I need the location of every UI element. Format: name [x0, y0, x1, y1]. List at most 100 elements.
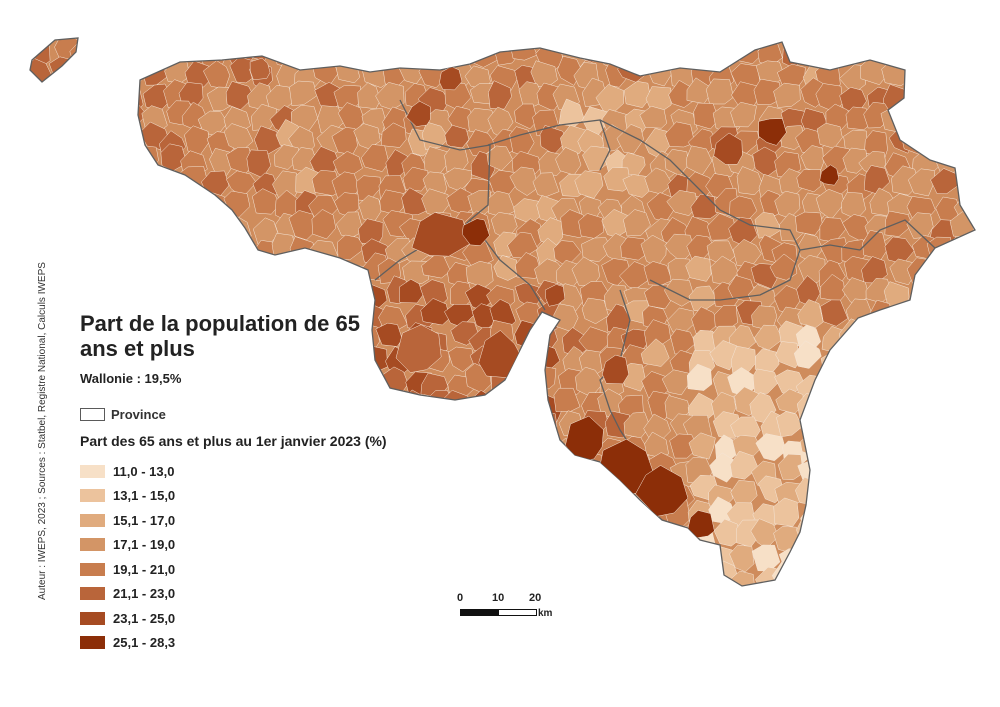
commune-polygon: [664, 278, 695, 307]
commune-polygon: [469, 430, 501, 458]
commune-polygon: [859, 499, 889, 530]
commune-polygon: [929, 516, 959, 545]
commune-polygon: [945, 349, 975, 377]
commune-polygon: [862, 324, 890, 353]
commune-polygon: [289, 38, 318, 63]
commune-polygon: [249, 57, 271, 81]
commune-polygon: [601, 12, 627, 37]
region-average: Wallonie : 19,5%: [80, 371, 182, 386]
commune-polygon: [797, 299, 824, 328]
commune-polygon: [685, 255, 712, 282]
commune-polygon: [845, 547, 874, 577]
commune-polygon: [255, 282, 280, 310]
commune-polygon: [752, 368, 779, 395]
commune-polygon: [186, 522, 217, 548]
commune-polygon: [842, 38, 868, 62]
commune-polygon: [601, 572, 628, 586]
commune-polygon: [883, 320, 912, 348]
commune-polygon: [250, 565, 277, 586]
commune-polygon: [311, 209, 337, 240]
legend-item: 21,1 - 23,0: [80, 582, 175, 607]
commune-polygon: [383, 545, 413, 573]
legend-item: 25,1 - 28,3: [80, 631, 175, 656]
commune-polygon: [686, 560, 717, 586]
commune-polygon: [889, 550, 916, 577]
commune-polygon: [907, 66, 936, 90]
commune-polygon: [30, 433, 37, 461]
commune-polygon: [888, 38, 912, 44]
commune-polygon: [974, 523, 975, 551]
commune-polygon: [820, 368, 852, 400]
commune-polygon: [904, 383, 935, 412]
commune-polygon: [249, 394, 281, 419]
commune-polygon: [885, 309, 914, 335]
commune-polygon: [488, 80, 512, 110]
commune-polygon: [274, 543, 303, 569]
commune-polygon: [974, 392, 975, 419]
commune-polygon: [404, 431, 430, 461]
commune-polygon: [30, 564, 35, 586]
commune-polygon: [50, 38, 83, 41]
commune-polygon: [46, 166, 72, 195]
commune-polygon: [334, 406, 365, 436]
commune-polygon: [950, 368, 975, 393]
commune-polygon: [184, 498, 213, 524]
commune-polygon: [841, 342, 868, 372]
commune-polygon: [75, 208, 105, 238]
commune-polygon: [30, 215, 35, 247]
commune-polygon: [90, 60, 119, 91]
legend-swatch: [80, 489, 105, 503]
legend-label: 25,1 - 28,3: [113, 635, 176, 651]
commune-polygon: [979, 302, 1000, 330]
commune-polygon: [645, 540, 674, 569]
legend-label: 21,1 - 23,0: [113, 586, 176, 602]
commune-polygon: [803, 412, 829, 440]
commune-polygon: [100, 252, 126, 279]
commune-polygon: [49, 308, 79, 335]
commune-polygon: [545, 284, 566, 307]
commune-polygon: [880, 480, 909, 506]
commune-polygon: [512, 395, 541, 422]
commune-polygon: [265, 279, 295, 303]
commune-polygon: [816, 458, 845, 484]
commune-polygon: [137, 240, 165, 267]
commune-polygon: [208, 499, 237, 526]
commune-polygon: [695, 38, 720, 40]
commune-polygon: [197, 459, 226, 487]
scale-segment-light: [498, 609, 537, 616]
commune-polygon: [401, 40, 431, 70]
commune-polygon: [201, 542, 229, 570]
commune-polygon: [381, 565, 408, 586]
commune-polygon: [425, 500, 453, 528]
scale-label: 0: [457, 592, 464, 604]
commune-polygon: [581, 237, 613, 263]
commune-polygon: [478, 330, 524, 378]
commune-polygon: [842, 147, 868, 174]
commune-polygon: [180, 195, 207, 223]
commune-polygon: [957, 254, 975, 282]
commune-polygon: [775, 341, 801, 369]
commune-polygon: [288, 254, 318, 283]
commune-polygon: [185, 15, 210, 37]
commune-polygon: [511, 437, 541, 464]
commune-polygon: [486, 392, 512, 421]
commune-polygon: [539, 478, 565, 505]
commune-polygon: [48, 56, 78, 84]
commune-polygon: [30, 299, 38, 330]
commune-polygon: [973, 276, 975, 302]
commune-polygon: [823, 477, 851, 505]
commune-polygon: [977, 23, 1000, 46]
commune-polygon: [597, 548, 625, 574]
commune-polygon: [440, 523, 470, 551]
commune-polygon: [308, 515, 335, 548]
commune-polygon: [931, 416, 961, 441]
commune-polygon: [142, 164, 170, 194]
commune-polygon: [290, 480, 319, 508]
commune-polygon: [204, 212, 233, 239]
commune-polygon: [844, 521, 872, 551]
commune-polygon: [254, 125, 282, 155]
commune-polygon: [635, 465, 689, 517]
province-label: Province: [111, 407, 166, 422]
commune-polygon: [245, 451, 274, 481]
legend-item: 13,1 - 15,0: [80, 484, 175, 509]
